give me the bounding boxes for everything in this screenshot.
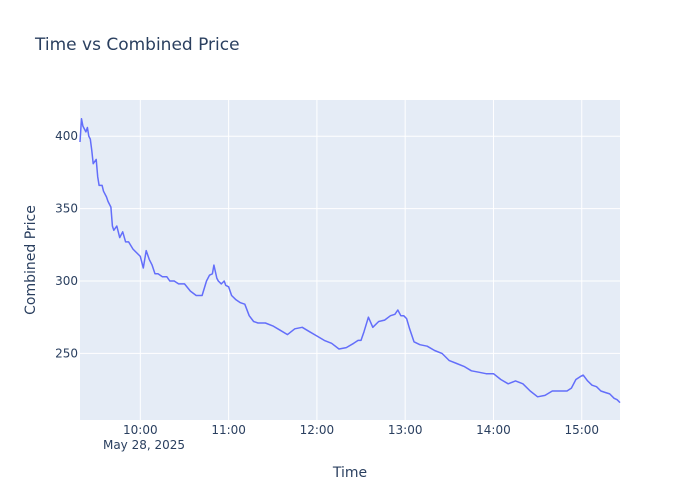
x-gridlines [139,100,583,420]
x-tick-label: 14:00 [476,423,511,437]
x-tick-label: 15:00 [564,423,599,437]
y-tick-label: 300 [55,274,78,288]
y-tick-label: 250 [55,346,78,360]
y-axis-ticks: 250 300 350 400 [55,129,78,360]
x-axis-date-label: May 28, 2025 [103,438,185,452]
y-axis-title: Combined Price [23,205,39,315]
y-tick-label: 400 [55,129,78,143]
x-axis-title: Time [332,465,367,481]
price-series-line [79,118,621,404]
x-tick-label: 10:00 [123,423,158,437]
x-tick-label: 12:00 [300,423,335,437]
x-tick-label: 13:00 [388,423,423,437]
chart-title: Time vs Combined Price [34,35,240,55]
x-tick-label: 11:00 [211,423,246,437]
plot-area [80,100,620,420]
y-tick-label: 350 [55,202,78,216]
x-axis-ticks: 10:00 11:00 12:00 13:00 14:00 15:00 [123,423,599,437]
